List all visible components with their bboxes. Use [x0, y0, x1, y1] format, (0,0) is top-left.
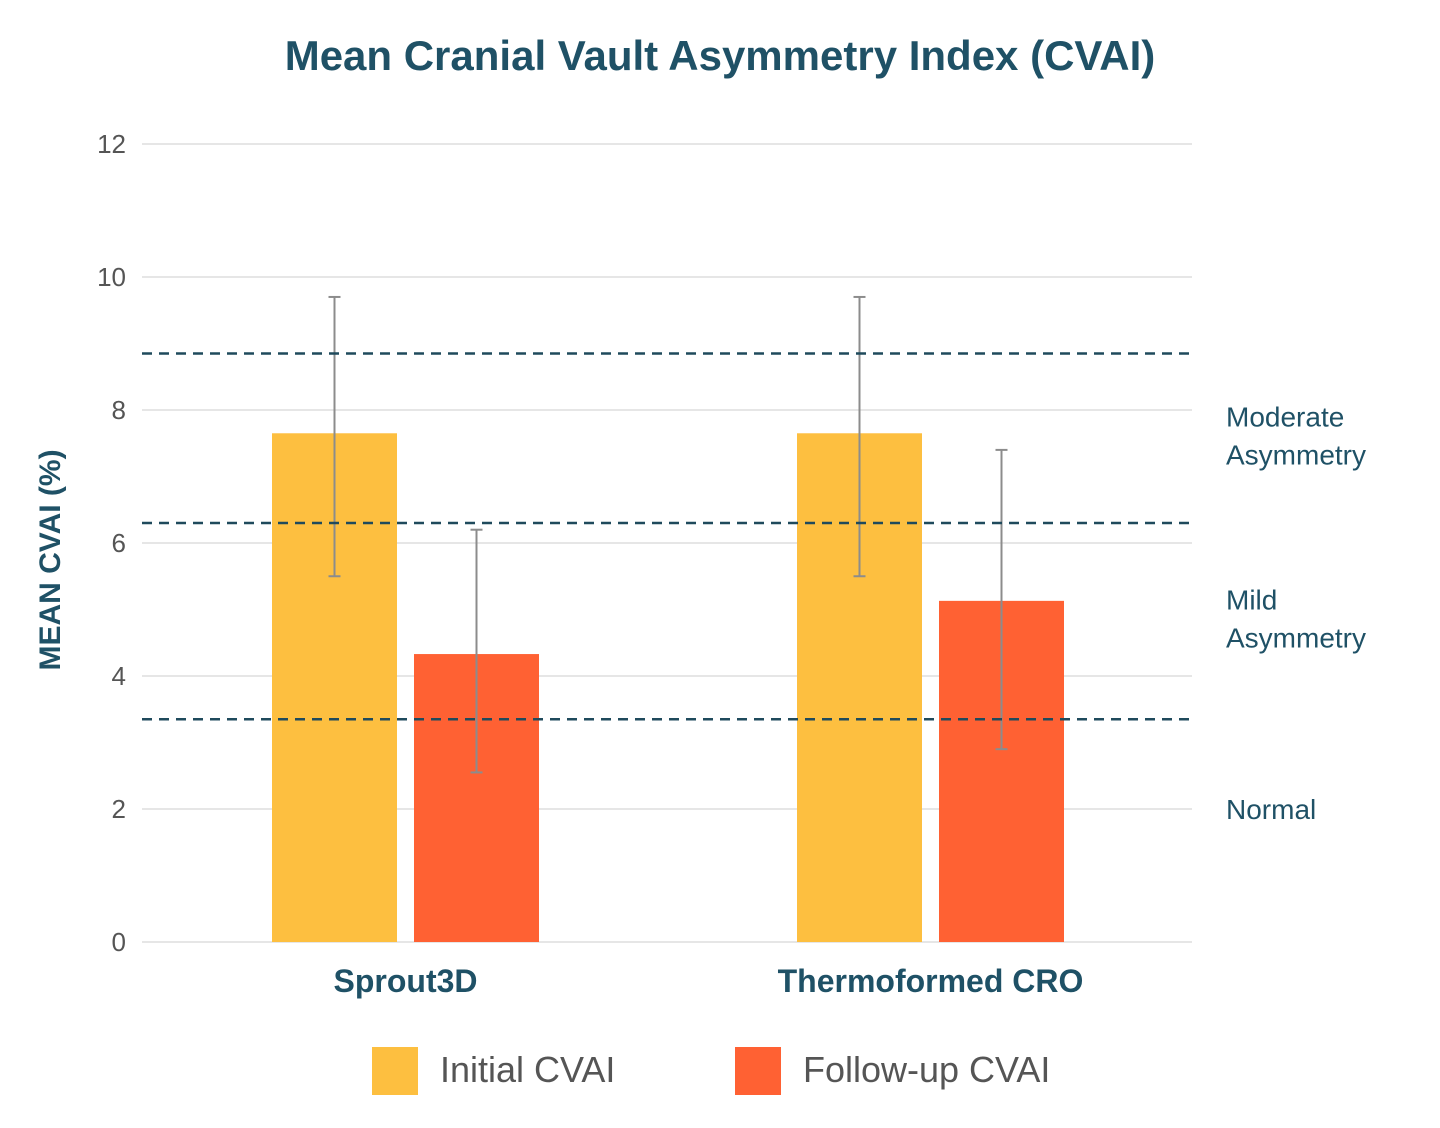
zone-label: Normal — [1226, 794, 1316, 825]
y-tick-labels: 0 2 4 6 8 10 12 — [97, 129, 126, 957]
zone-label-line: Normal — [1226, 794, 1316, 825]
y-tick-label: 6 — [112, 528, 126, 558]
legend-swatch — [735, 1047, 781, 1095]
legend-label: Initial CVAI — [440, 1049, 615, 1090]
zone-labels: Moderate Asymmetry Mild Asymmetry Normal — [1226, 402, 1366, 825]
zone-label-line: Moderate — [1226, 402, 1344, 433]
category-label: Sprout3D — [334, 963, 478, 999]
zone-label-line: Asymmetry — [1226, 622, 1366, 653]
chart-title: Mean Cranial Vault Asymmetry Index (CVAI… — [285, 32, 1156, 79]
legend: Initial CVAI Follow-up CVAI — [372, 1047, 1050, 1095]
reference-lines — [142, 352, 1192, 721]
category-label: Thermoformed CRO — [778, 963, 1084, 999]
error-bars — [328, 295, 1008, 774]
zone-label: Mild Asymmetry — [1226, 584, 1366, 653]
bars — [272, 433, 1064, 942]
y-tick-label: 0 — [112, 927, 126, 957]
y-tick-label: 12 — [97, 129, 126, 159]
y-tick-label: 8 — [112, 395, 126, 425]
y-axis-label: MEAN CVAI (%) — [34, 449, 67, 670]
y-tick-label: 2 — [112, 794, 126, 824]
zone-label-line: Mild — [1226, 584, 1277, 615]
category-labels: Sprout3D Thermoformed CRO — [334, 963, 1084, 999]
zone-label-line: Asymmetry — [1226, 440, 1366, 471]
y-tick-label: 4 — [112, 661, 126, 691]
y-tick-label: 10 — [97, 262, 126, 292]
legend-label: Follow-up CVAI — [803, 1049, 1050, 1090]
legend-swatch — [372, 1047, 418, 1095]
zone-label: Moderate Asymmetry — [1226, 402, 1366, 471]
